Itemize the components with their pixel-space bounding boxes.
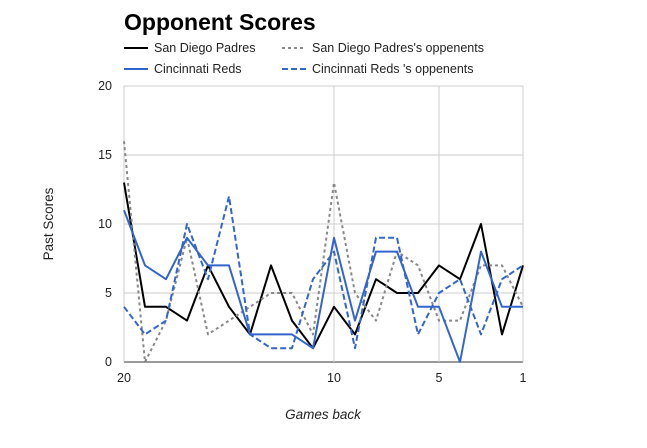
x-tick-label: 20 xyxy=(117,371,131,385)
axis-ticks: 0 5 10 15 20 20 10 5 1 xyxy=(98,79,526,385)
series-line xyxy=(123,195,524,350)
legend-label: Cincinnati Reds 's oppenents xyxy=(312,62,474,76)
series-line xyxy=(123,209,523,363)
y-tick-label: 20 xyxy=(98,79,112,93)
legend-label: San Diego Padres's oppenents xyxy=(312,41,484,55)
legend-label: San Diego Padres xyxy=(154,41,255,55)
legend: San Diego Padres San Diego Padres's oppen… xyxy=(124,41,484,76)
grid xyxy=(123,85,524,363)
x-tick-label: 10 xyxy=(327,371,341,385)
series-line xyxy=(123,141,524,363)
x-axis-title: Games back xyxy=(285,407,362,422)
x-tick-label: 1 xyxy=(520,371,527,385)
series-layer xyxy=(123,141,524,363)
y-axis-title: Past Scores xyxy=(41,187,56,260)
x-tick-label: 5 xyxy=(436,371,443,385)
legend-label: Cincinnati Reds xyxy=(154,62,242,76)
y-tick-label: 10 xyxy=(98,217,112,231)
y-tick-label: 0 xyxy=(105,355,112,369)
chart-title: Opponent Scores xyxy=(124,9,316,35)
series-line xyxy=(123,182,524,350)
y-tick-label: 15 xyxy=(98,148,112,162)
y-tick-label: 5 xyxy=(105,286,112,300)
